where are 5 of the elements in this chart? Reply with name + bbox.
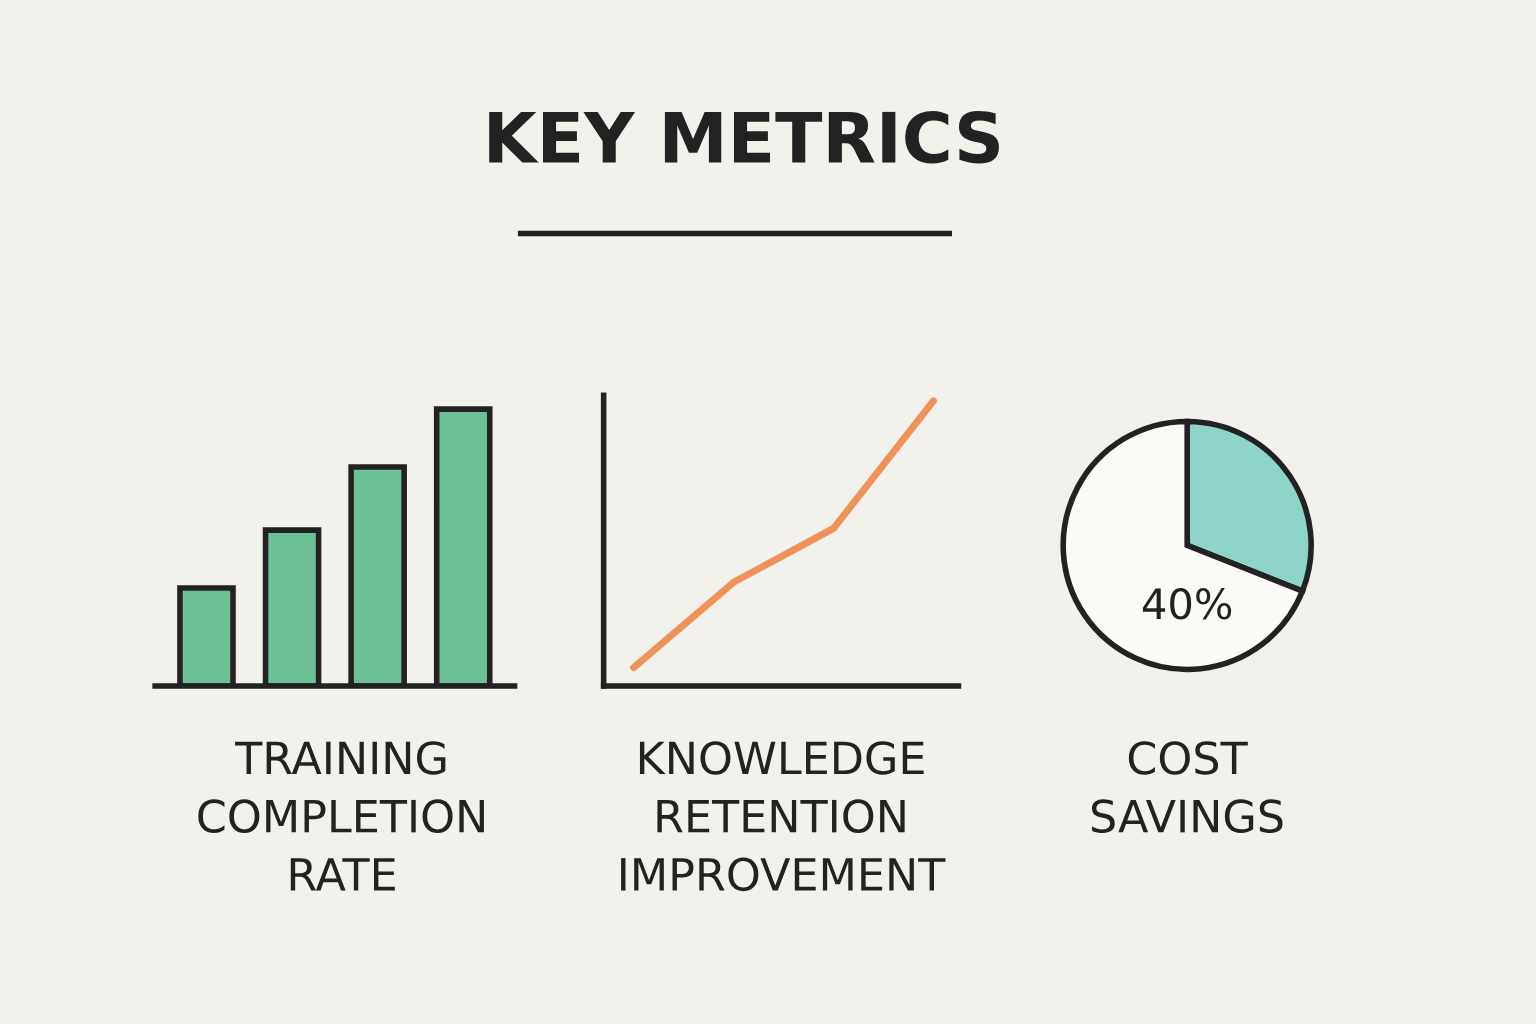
text: COST SAVINGS <box>1091 741 1283 833</box>
text: KEY METRICS <box>489 110 999 164</box>
x-axis-title: KNOWLEDGE RETENTION IMPROVEMENT <box>621 741 946 892</box>
x-axis-title: TRAINING COMPLETION RATE <box>198 741 484 891</box>
text: 40% <box>1142 588 1232 620</box>
